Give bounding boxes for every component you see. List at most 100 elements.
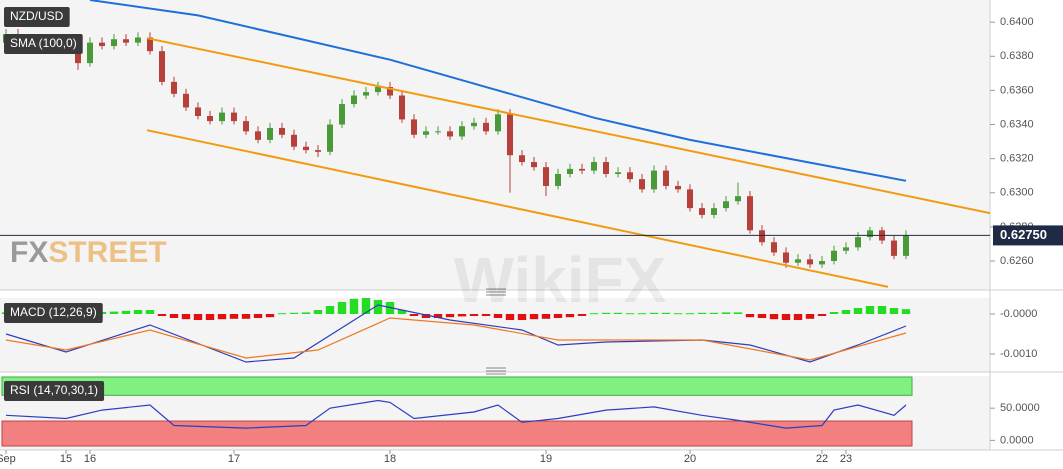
histogram-bar [109,311,119,314]
watermark: WikiFX [454,244,667,316]
candle-body [747,196,753,231]
histogram-bar [721,312,731,314]
chart-title-box [4,7,70,27]
x-tick-label: 17 [228,453,240,465]
y-tick-label: 0.6380 [1000,50,1034,62]
x-tick-label: 23 [840,453,852,465]
logo-street: STREET [48,236,166,269]
candle-body [699,208,705,215]
candle-body [603,162,609,174]
candle-body [555,174,561,186]
candle-body [831,250,837,261]
histogram-bar [817,314,827,316]
histogram-bar [769,314,779,320]
candle-body [675,185,681,190]
candle-body [411,119,417,135]
resize-grip[interactable] [486,288,506,375]
histogram-bar [265,314,275,318]
macd-line [5,317,907,361]
y-tick-label: 0.6300 [1000,187,1034,199]
candle-body [291,134,297,147]
oversold-zone [1,420,913,447]
candle-body [519,155,525,163]
rsi-line [5,399,907,429]
logo-fx: FX [10,236,48,269]
candle-body [315,150,321,152]
candle-body [387,87,393,96]
histogram-bar [325,306,335,314]
histogram-bar [277,313,287,315]
candle-body [867,230,873,238]
y-tick-label: 0.6260 [1000,255,1034,267]
histogram-bar [841,310,851,314]
candle-body [207,116,213,122]
histogram-bar [901,309,911,314]
histogram-bar [313,310,323,314]
candle-body [903,235,909,256]
y-tick-label: 0.6320 [1000,153,1034,165]
histogram-bar [697,312,707,314]
candle-body [795,259,801,263]
histogram-bar [517,314,527,320]
histogram-bar [757,314,767,318]
histogram-bar [361,298,371,314]
legend-sma-box [4,34,83,54]
candle-body [303,146,309,151]
histogram-bar [865,306,875,314]
last-price-box [993,225,1063,246]
histogram-bar [853,308,863,314]
candle-body [627,172,633,180]
candle-body [447,131,453,137]
histogram-bar [613,312,623,314]
candle-body [219,112,225,122]
histogram-bar [601,312,611,314]
candle-body [267,127,273,140]
macd-title: MACD (12,26,9) [10,305,97,319]
candle-body [351,95,357,105]
candle-body [615,172,621,174]
histogram-bar [241,314,251,319]
candle-body [363,92,369,96]
histogram-bar [481,314,491,316]
x-tick-label: 22 [816,453,828,465]
histogram-bar [625,313,635,315]
histogram-bar [169,314,179,318]
histogram-bar [805,314,815,319]
y-tick-label: -0.0010 [1000,348,1037,360]
candle-body [663,170,669,186]
histogram-bar [685,313,695,315]
histogram-bar [373,300,383,314]
histogram-bar [877,306,887,314]
candle-body [567,168,573,174]
histogram-bar [289,312,299,314]
candle-body [771,242,777,253]
legend-sma: SMA (100,0) [10,36,77,50]
histogram-bar [505,314,515,320]
candle-body [711,208,717,215]
candle-body [327,124,333,152]
candle-body [759,230,765,243]
candle-body [195,107,201,116]
histogram-bar [745,314,755,318]
macd-panel [0,298,990,372]
x-tick-label: 20 [684,453,696,465]
candle-body [687,189,693,209]
candle-body [339,104,345,125]
channel-line [146,37,990,215]
histogram-bar [541,314,551,319]
candle-body [471,122,477,127]
histogram-bar [421,314,431,318]
sma-line [89,0,907,182]
histogram-bar [205,314,215,320]
candle-body [579,168,585,171]
histogram-bar [337,302,347,314]
candle-body [843,247,849,251]
candle-body [399,95,405,120]
candle-body [435,131,441,133]
histogram-bar [397,310,407,314]
histogram-bar [457,314,467,317]
histogram-bar [649,312,659,314]
histogram-bar [409,314,419,316]
candle-body [819,261,825,265]
y-tick-label: 50.0000 [1000,402,1040,414]
